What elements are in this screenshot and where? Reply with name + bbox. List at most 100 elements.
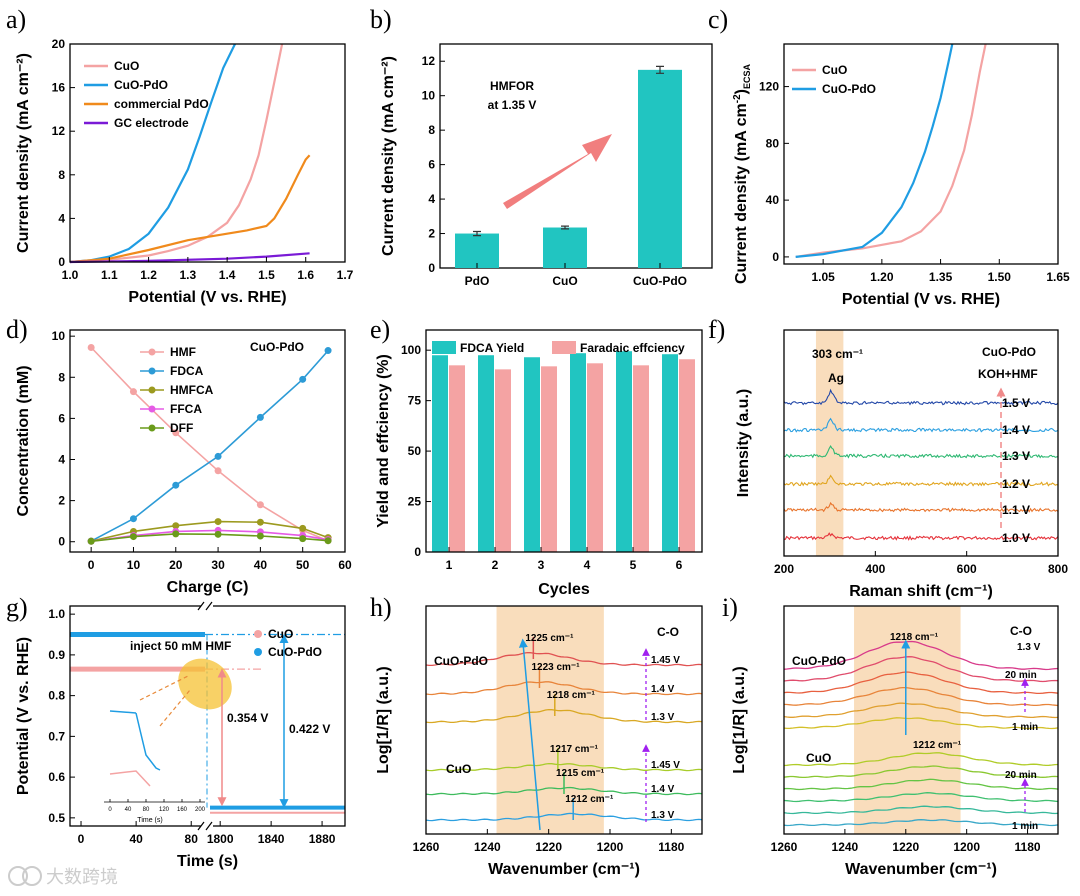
series-line-d-1 [90,350,329,542]
ylabel-c: Current density (mA cm-2)ECSA [732,63,752,284]
plot-d-frame [69,329,346,553]
group-label-i-1: CuO [806,751,831,765]
point-d-1-1 [129,515,137,523]
panel-label-c: c) [708,5,728,34]
point-d-2-2 [172,522,180,530]
panel-b: b) PdO CuO CuO-PdO 0 2 4 6 8 10 12 Current density … [370,5,713,288]
xtick-f-2: 600 [957,562,977,576]
series-line-c-1 [795,43,954,258]
watermark-logo-icon [8,866,28,886]
ytick-g-1: 0.6 [48,770,65,784]
xtick-c-3: 1.50 [988,270,1012,284]
spectrum-i-1-3 [783,778,1059,791]
ytick-e-4: 100 [401,343,421,357]
legend-label-d-2: HMFCA [170,383,214,397]
legend-marker-d-0 [148,348,156,356]
legend-label-g-0: CuO [268,627,293,641]
ytick-d-5: 10 [52,329,66,343]
xtick-g-right-0: 1800 [207,832,234,846]
inset-label-d: CuO-PdO [250,340,304,354]
xtick-d-5: 50 [296,558,310,572]
xtick-e-2: 3 [538,558,545,572]
ytick-a-3: 12 [52,124,66,138]
series-line-d-3 [91,529,329,543]
xtick-c-4: 1.65 [1046,270,1070,284]
watermark-text: 大数跨境 [46,867,118,888]
condition-label-f: KOH+HMF [978,367,1038,381]
xlabel-f: Raman shift (cm⁻¹) [849,583,993,600]
point-d-4-1 [129,533,137,541]
legend-label-d-0: HMF [170,345,196,359]
inset-line-g-cupdo-2 [135,712,161,771]
highlight-band-f [815,330,844,556]
ytick-d-4: 8 [58,370,65,384]
point-d-2-4 [256,518,264,526]
inset-xtick-g-1: 40 [125,807,132,813]
legend-label-d-4: DFF [170,421,193,435]
bar-b-2 [638,69,682,268]
xtick-d-2: 20 [169,558,183,572]
inset-xtick-g-0: 0 [108,807,112,813]
ytick-e-0: 0 [414,545,421,559]
xtick-a-6: 1.6 [297,268,314,282]
errorbar-b-2 [656,65,664,74]
group-label-h-0: CuO-PdO [434,654,488,668]
ytick-b-4: 8 [428,123,435,137]
point-d-4-4 [256,532,264,540]
xtick-d-3: 30 [211,558,225,572]
xtick-b-2: CuO-PdO [633,274,687,288]
ytick-e-3: 75 [408,394,422,408]
series-line-a-1 [69,43,236,264]
panel-label-g: g) [6,593,28,622]
xtick-g-left-0: 0 [78,832,85,846]
potential-label-h-1-0: 1.45 V [651,760,680,771]
group-label-i-0: CuO-PdO [792,654,846,668]
trace-label-f-0: 1.0 V [1002,531,1030,545]
xtick-i-3: 1200 [953,840,980,854]
ytick-a-1: 4 [58,211,65,225]
panel-label-b: b) [370,5,392,34]
ytick-a-5: 20 [52,37,66,51]
series-line-d-0 [90,346,329,542]
xlabel-a: Potential (V vs. RHE) [128,289,286,306]
legend-label-a-2: commercial PdO [114,97,209,111]
spectrum-i-0-1 [783,702,1059,719]
ylabel-f: Intensity (a.u.) [735,389,752,497]
panel-label-h: h) [370,593,392,622]
legend-marker-g-1 [254,648,262,656]
spectrum-h-0-2 [425,708,703,724]
xtick-a-2: 1.2 [140,268,157,282]
potential-label-h-1-1: 1.4 V [651,784,675,795]
xtick-a-5: 1.5 [258,268,275,282]
panel-a: a) 1.0 1.1 1.2 1.3 1.4 1.5 1.6 1.7 0 4 8 12 16 20 Poten… [6,5,354,306]
legend-label-a-3: GC electrode [114,116,189,130]
xtick-d-1: 10 [127,558,141,572]
highlight-ellipse-g [178,658,232,710]
bar-e-0-3 [570,353,586,552]
xtick-h-2: 1220 [535,840,562,854]
legend-label-a-0: CuO [114,59,139,73]
delta-label-g-cuo: 0.354 V [227,711,268,725]
ylabel-i: Log[1/R] (a.u.) [731,666,748,774]
trace-label-f-1: 1.1 V [1002,503,1030,517]
ytick-c-0: 0 [772,250,779,264]
trace-label-f-5: 1.5 V [1002,396,1030,410]
ytick-d-1: 2 [58,494,65,508]
xlabel-c: Potential (V vs. RHE) [842,291,1000,308]
panel-f: f) 1.0 V 1.1 V 1.2 V 1.3 V 1.4 V 1.5 V 200 400 60… [708,315,1068,600]
spectrum-h-0-0 [425,651,703,667]
inset-line-g-cupdo-1 [109,710,137,714]
start-label-i-0: 1 min [1012,722,1038,733]
plot-f-frame [783,329,1059,557]
xtick-h-0: 1260 [413,840,440,854]
spectrum-f-3 [783,445,1059,459]
spectrum-i-0-2 [783,686,1059,707]
shift-arrow-h [518,638,541,831]
sample-label-f: CuO-PdO [982,345,1036,359]
panel-g: g) inject 50 mM HMF 0.354 V 0.422 V 0 40 80 120… [6,593,346,870]
trace-label-f-2: 1.2 V [1002,477,1030,491]
xtick-b-1: CuO [552,274,577,288]
point-d-0-1 [129,388,137,396]
spectrum-f-4 [783,417,1059,433]
xtick-i-0: 1260 [771,840,798,854]
